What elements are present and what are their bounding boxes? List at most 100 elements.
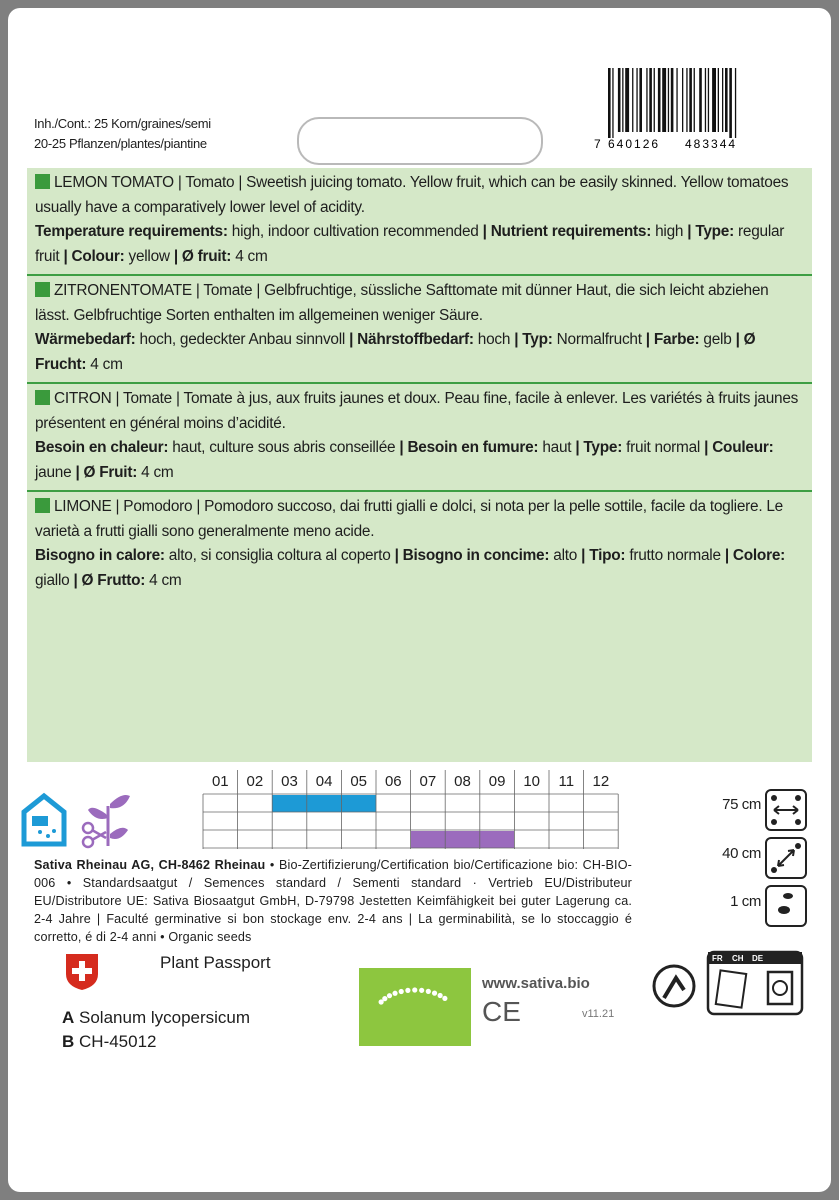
barcode-prefix: 7 bbox=[594, 137, 601, 151]
variety-details: Temperature requirements: high, indoor c… bbox=[35, 220, 802, 269]
country-code: DE bbox=[752, 954, 764, 963]
sowing-bar bbox=[272, 795, 376, 812]
bar bbox=[608, 68, 611, 138]
month-label: 12 bbox=[593, 773, 610, 790]
text-run: frutto normale bbox=[625, 547, 725, 564]
bar bbox=[704, 68, 707, 132]
text-run: fruit normal bbox=[622, 439, 705, 456]
description-panel: LEMON TOMATO | Tomato | Sweetish juicing… bbox=[27, 168, 812, 762]
bold-label: Besoin en chaleur: bbox=[35, 439, 169, 456]
bar bbox=[625, 68, 630, 132]
barcode-bars bbox=[608, 68, 737, 138]
text-run: haut, culture sous abris conseillée bbox=[168, 439, 400, 456]
variety-intro: LIMONE | Pomodoro | Pomodoro succoso, da… bbox=[35, 495, 802, 544]
bar bbox=[662, 68, 667, 132]
month-label: 09 bbox=[489, 773, 506, 790]
seed bbox=[46, 834, 50, 838]
star bbox=[392, 990, 398, 996]
bold-label: | Farbe: bbox=[645, 331, 700, 348]
plant-icon bbox=[88, 795, 130, 839]
bullet-square bbox=[35, 498, 50, 513]
bold-label: | Colore: bbox=[724, 547, 786, 564]
key: B bbox=[62, 1032, 75, 1051]
passport-b: B CH-45012 bbox=[62, 1030, 250, 1054]
country-code: FR bbox=[712, 954, 723, 963]
bar bbox=[676, 68, 678, 132]
text-run: 4 cm bbox=[137, 463, 174, 481]
bold-label: | Type: bbox=[575, 439, 623, 456]
bold-label: Temperature requirements: bbox=[35, 223, 228, 240]
greenhouse-icon bbox=[21, 792, 67, 847]
header: Inh./Cont.: 25 Korn/graines/semi 20-25 P… bbox=[34, 114, 211, 154]
text-run: hoch bbox=[473, 331, 515, 348]
bold-label: | Ø fruit: bbox=[173, 247, 232, 265]
bullet-square bbox=[35, 174, 50, 189]
text-run: alto, si consiglia coltura al coperto bbox=[164, 547, 395, 564]
bar bbox=[636, 68, 638, 132]
text-run: regular fruit bbox=[35, 223, 785, 265]
tray bbox=[32, 816, 48, 826]
text-run: jaune bbox=[35, 463, 76, 481]
star bbox=[412, 987, 418, 993]
bar bbox=[646, 68, 648, 132]
bar bbox=[722, 68, 724, 132]
month-label: 03 bbox=[281, 773, 298, 790]
text-run: 4 cm bbox=[86, 355, 123, 373]
bar bbox=[725, 68, 728, 132]
plants: 20-25 Pflanzen/plantes/piantine bbox=[34, 136, 207, 151]
star bbox=[431, 990, 438, 996]
month-label: 05 bbox=[350, 773, 367, 790]
value: CH-45012 bbox=[79, 1032, 157, 1051]
text-run: high, indoor cultivation recommended bbox=[227, 223, 483, 240]
row-spacing: 75 cm bbox=[722, 796, 761, 813]
bar bbox=[682, 68, 684, 132]
intro-text: ZITRONENTOMATE | Tomate | Gelbfruchtige,… bbox=[35, 282, 769, 324]
key: A bbox=[62, 1008, 75, 1027]
month-label: 06 bbox=[385, 773, 402, 790]
harvest-bar bbox=[410, 831, 515, 848]
plant-passport: A Solanum lycopersicum B CH-45012 bbox=[62, 1006, 250, 1054]
bold-label: | Nutrient requirements: bbox=[482, 223, 652, 240]
variety-intro: CITRON | Tomate | Tomate à jus, aux frui… bbox=[35, 387, 802, 436]
bold-label: | Bisogno in concime: bbox=[394, 547, 550, 564]
month-label: 02 bbox=[247, 773, 264, 790]
recycling-icons: FR CH DE bbox=[652, 950, 804, 1016]
barcode: 7 640126 483344 bbox=[594, 68, 737, 151]
text-run: • Bio-Zertifizierung/Certification bio/C… bbox=[34, 858, 632, 944]
value: Solanum lycopersicum bbox=[79, 1008, 251, 1027]
month-label: 11 bbox=[559, 773, 575, 790]
bold-label: | Couleur: bbox=[704, 439, 774, 456]
contents: Inh./Cont.: 25 Korn/graines/semi bbox=[34, 116, 211, 131]
bar bbox=[707, 68, 710, 132]
hanger-slot bbox=[297, 117, 543, 165]
text-run: yellow bbox=[124, 247, 174, 265]
icon-frame bbox=[765, 837, 807, 879]
bold-label: Bisogno in calore: bbox=[35, 547, 165, 564]
variety-details: Wärmebedarf: hoch, gedeckter Anbau sinnv… bbox=[35, 328, 802, 377]
bold-label: | Colour: bbox=[63, 247, 125, 265]
variety-section: ZITRONENTOMATE | Tomate | Gelbfruchtige,… bbox=[27, 276, 812, 384]
bold-label: | Ø Frucht: bbox=[35, 331, 756, 373]
passport-a: A Solanum lycopersicum bbox=[62, 1006, 250, 1030]
star bbox=[442, 995, 448, 1002]
bar bbox=[653, 68, 655, 132]
intro-text: LEMON TOMATO | Tomato | Sweetish juicing… bbox=[35, 174, 789, 216]
month-label: 01 bbox=[212, 773, 229, 790]
bar bbox=[686, 68, 688, 132]
text-run: Normalfrucht bbox=[552, 331, 646, 348]
bar bbox=[622, 68, 624, 132]
bar bbox=[699, 68, 702, 132]
plant-spacing: 40 cm bbox=[722, 845, 761, 862]
bar bbox=[632, 68, 634, 132]
variety-section: CITRON | Tomate | Tomate à jus, aux frui… bbox=[27, 384, 812, 492]
bar bbox=[649, 68, 652, 132]
star bbox=[437, 992, 443, 999]
text-run: 4 cm bbox=[231, 247, 268, 265]
eu-organic-logo bbox=[359, 968, 471, 1046]
bullet-square bbox=[35, 282, 50, 297]
bold-label: | Nährstoffbedarf: bbox=[349, 331, 474, 348]
bar bbox=[612, 68, 614, 138]
sowing-depth: 1 cm bbox=[730, 893, 761, 910]
star bbox=[425, 988, 431, 994]
